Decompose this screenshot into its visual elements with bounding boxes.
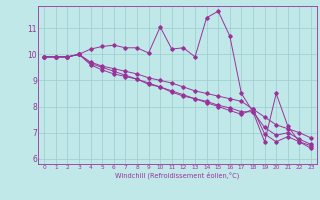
X-axis label: Windchill (Refroidissement éolien,°C): Windchill (Refroidissement éolien,°C) — [116, 171, 240, 179]
